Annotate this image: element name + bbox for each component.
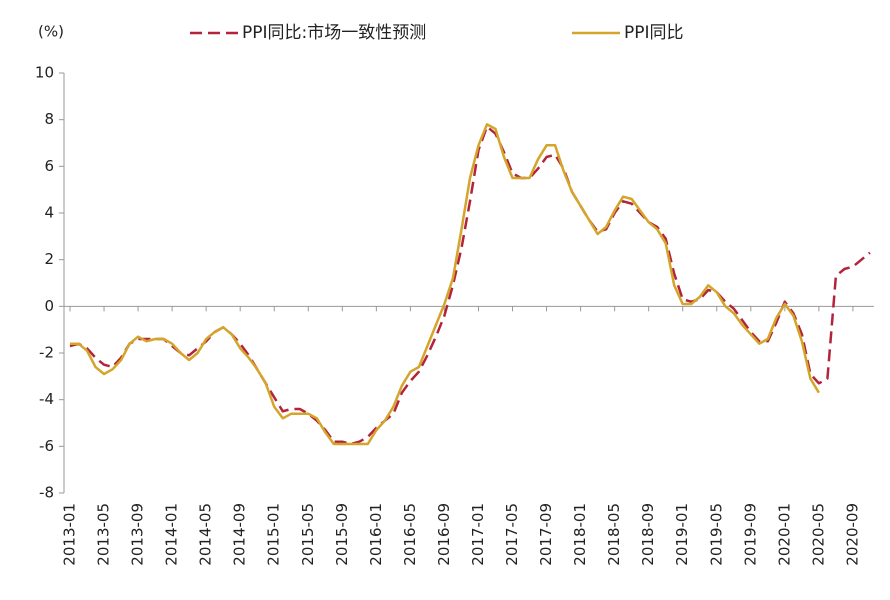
x-tick-label: 2015-01 xyxy=(265,503,283,566)
y-tick-label: -8 xyxy=(39,484,54,502)
x-tick-label: 2013-05 xyxy=(95,503,113,566)
x-tick-label: 2014-09 xyxy=(231,503,249,566)
y-tick-label: 0 xyxy=(44,297,54,315)
x-tick-label: 2017-01 xyxy=(469,503,487,566)
x-tick-label: 2014-01 xyxy=(163,503,181,566)
x-tick-label: 2020-01 xyxy=(775,503,793,566)
y-tick-label: 4 xyxy=(44,204,54,222)
x-tick-label: 2020-09 xyxy=(843,503,861,566)
x-tick-label: 2018-01 xyxy=(571,503,589,566)
x-tick-label: 2019-09 xyxy=(741,503,759,566)
series-line xyxy=(70,123,820,446)
y-tick-label: 8 xyxy=(44,110,54,128)
y-tick-label: 10 xyxy=(35,64,54,82)
x-tick-label: 2018-09 xyxy=(639,503,657,566)
legend-label: PPI同比 xyxy=(624,23,684,43)
x-tick-label: 2014-05 xyxy=(197,503,215,566)
x-tick-label: 2019-05 xyxy=(707,503,725,566)
x-tick-label: 2017-05 xyxy=(503,503,521,566)
y-tick-label: 6 xyxy=(44,157,54,175)
x-tick-label: 2019-01 xyxy=(673,503,691,566)
x-tick-label: 2020-05 xyxy=(809,503,827,566)
x-tick-label: 2013-09 xyxy=(129,503,147,566)
y-tick-label: 2 xyxy=(44,250,54,268)
x-tick-label: 2015-09 xyxy=(333,503,351,566)
x-tick-label: 2016-05 xyxy=(401,503,419,566)
y-tick-label: -2 xyxy=(39,344,54,362)
y-tick-label: -6 xyxy=(39,437,54,455)
x-tick-label: 2013-01 xyxy=(61,503,79,566)
x-tick-label: 2017-09 xyxy=(537,503,555,566)
x-tick-label: 2018-05 xyxy=(605,503,623,566)
legend-label: PPI同比:市场一致性预测 xyxy=(242,23,426,43)
x-tick-label: 2015-05 xyxy=(299,503,317,566)
y-unit-label: (%) xyxy=(38,23,64,41)
x-tick-label: 2016-09 xyxy=(435,503,453,566)
x-tick-label: 2016-01 xyxy=(367,503,385,566)
y-tick-label: -4 xyxy=(39,390,54,408)
